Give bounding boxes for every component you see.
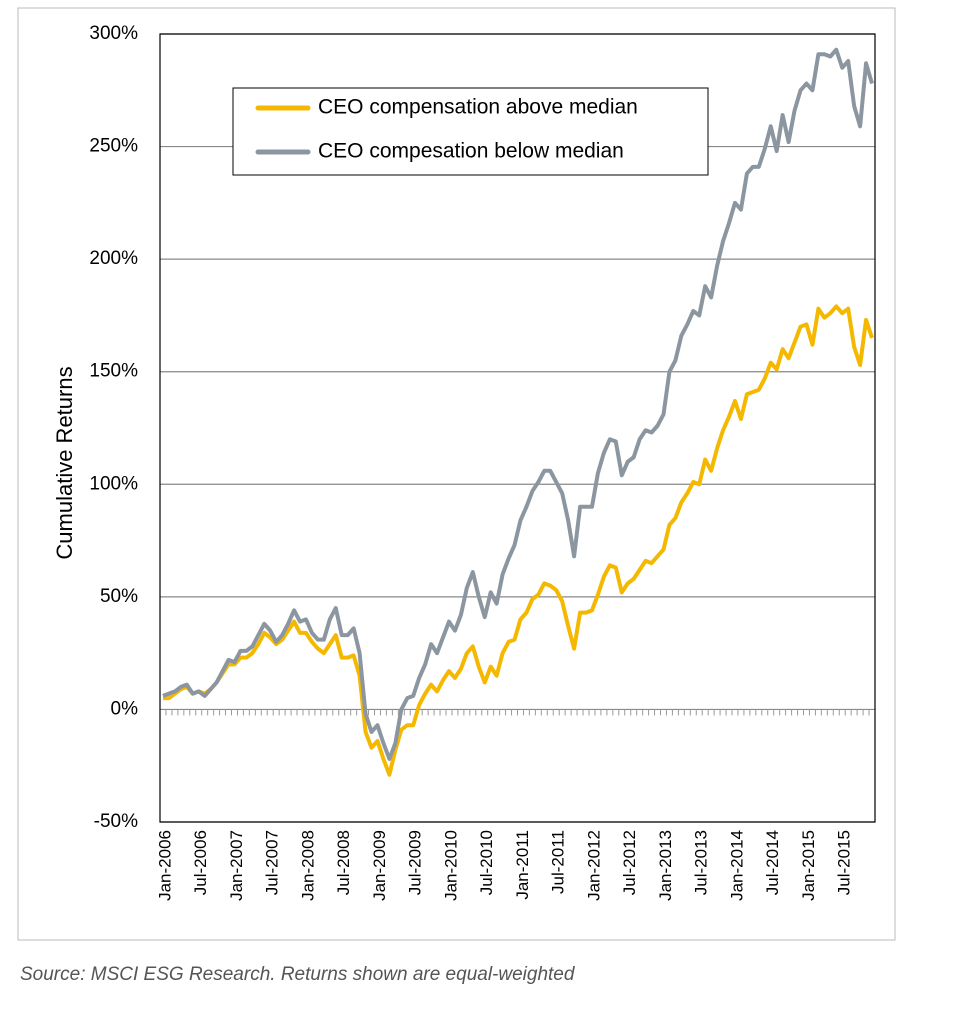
lines <box>162 47 874 777</box>
x-tick-label: Jan-2015 <box>799 830 818 901</box>
x-tick-label: Jan-2008 <box>298 830 317 901</box>
x-tick-label: Jul-2015 <box>835 830 854 895</box>
y-tick-label: 300% <box>89 23 138 44</box>
x-tick-label: Jul-2007 <box>263 830 282 895</box>
x-tick-label: Jul-2012 <box>620 830 639 895</box>
x-tick-label: Jan-2014 <box>727 830 746 901</box>
x-tick-label: Jul-2014 <box>763 830 782 895</box>
x-tick-label: Jan-2011 <box>513 830 532 900</box>
source-note: Source: MSCI ESG Research. Returns shown… <box>20 964 576 985</box>
y-tick-label: 50% <box>100 586 138 607</box>
y-axis-label: Cumulative Returns <box>52 366 77 559</box>
y-tick-label: 100% <box>89 473 138 494</box>
legend: CEO compensation above median CEO compesa… <box>255 96 638 163</box>
plot-border <box>159 33 876 823</box>
legend-label: CEO compesation below median <box>318 140 624 163</box>
x-tick-label: Jul-2006 <box>191 830 210 895</box>
frame <box>17 7 896 941</box>
x-tick-label: Jul-2009 <box>406 830 425 895</box>
legend-box <box>232 87 709 176</box>
y-tick-label: 200% <box>89 248 138 269</box>
series-line <box>162 304 874 777</box>
x-tick-label: Jan-2013 <box>656 830 675 901</box>
x-tick-label: Jan-2012 <box>584 830 603 901</box>
y-tick-label: 250% <box>89 136 138 157</box>
x-tick-label: Jan-2006 <box>155 830 174 901</box>
y-tick-label: 0% <box>111 698 139 719</box>
y-tick-label: -50% <box>94 811 138 832</box>
x-tick-label: Jan-2010 <box>441 830 460 901</box>
x-tick-label: Jan-2007 <box>227 830 246 901</box>
y-tick-label: 150% <box>89 361 138 382</box>
x-tick-label: Jul-2011 <box>549 830 568 894</box>
legend-label: CEO compensation above median <box>318 96 638 119</box>
x-tick-label: Jul-2013 <box>692 830 711 895</box>
x-tick-label: Jul-2010 <box>477 830 496 895</box>
x-tick-label: Jan-2009 <box>370 830 389 901</box>
x-tick-label: Jul-2008 <box>334 830 353 895</box>
series-line <box>162 47 874 761</box>
